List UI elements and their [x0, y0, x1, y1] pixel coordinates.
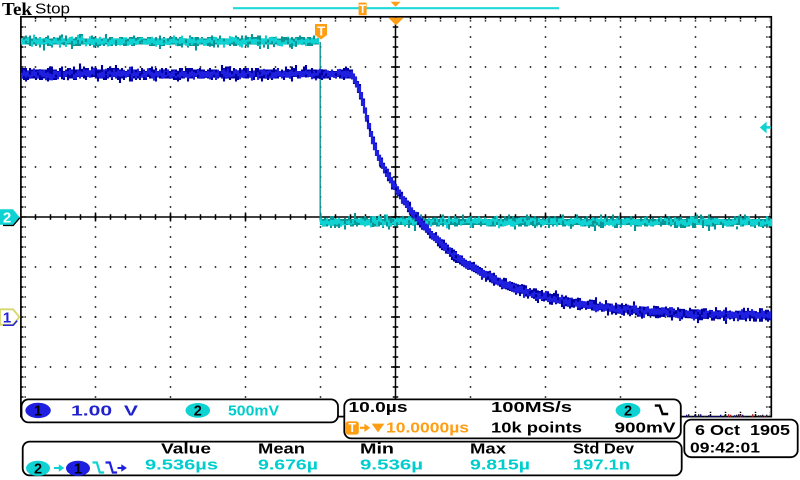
svg-text:10.0µs: 10.0µs — [349, 399, 408, 416]
svg-text:Tek: Tek — [2, 0, 32, 19]
svg-text:Mean: Mean — [258, 440, 305, 457]
svg-text:9.536µs: 9.536µs — [145, 457, 218, 474]
svg-text:2: 2 — [624, 404, 632, 420]
svg-text:Value: Value — [161, 440, 211, 457]
svg-text:197.1n: 197.1n — [573, 457, 630, 474]
svg-text:T: T — [359, 4, 366, 16]
svg-text:1: 1 — [74, 462, 82, 478]
svg-text:Max: Max — [470, 440, 507, 457]
svg-text:Min: Min — [360, 440, 394, 457]
svg-text:Std Dev: Std Dev — [573, 440, 635, 457]
svg-text:9.676µ: 9.676µ — [258, 457, 318, 474]
svg-text:9.815µ: 9.815µ — [470, 457, 530, 474]
svg-text:900mV: 900mV — [615, 420, 676, 437]
svg-text:6 Oct 1905: 6 Oct 1905 — [695, 422, 790, 439]
svg-text:2: 2 — [194, 404, 202, 420]
svg-text:10.0000µs: 10.0000µs — [386, 420, 469, 437]
svg-text:100MS/s: 100MS/s — [491, 399, 572, 416]
svg-text:1: 1 — [34, 404, 42, 420]
svg-text:9.536µ: 9.536µ — [360, 457, 423, 474]
svg-text:2: 2 — [3, 210, 11, 227]
svg-text:2: 2 — [34, 462, 42, 478]
svg-text:1: 1 — [3, 310, 11, 327]
svg-text:10k points: 10k points — [491, 420, 582, 437]
svg-text:T: T — [317, 24, 325, 39]
svg-text:T: T — [348, 421, 356, 435]
svg-text:500mV: 500mV — [228, 402, 279, 419]
svg-text:09:42:01: 09:42:01 — [690, 439, 760, 456]
svg-text:1.00 V: 1.00 V — [71, 402, 138, 419]
svg-text:Stop: Stop — [35, 0, 70, 17]
